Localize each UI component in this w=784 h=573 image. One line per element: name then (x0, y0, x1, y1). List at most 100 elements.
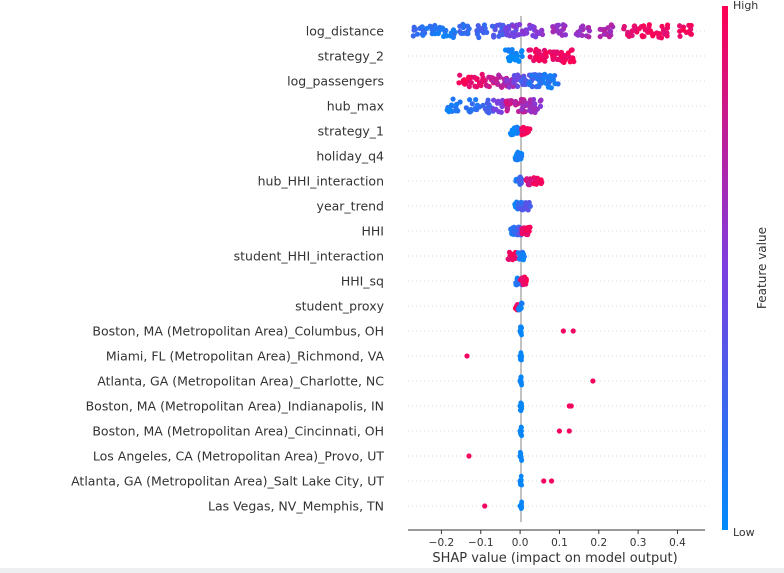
shap-point (567, 59, 573, 65)
shap-point (503, 98, 509, 105)
x-axis: −0.2 −0.1 0.0 0.1 0.2 0.3 0.4 (408, 529, 705, 549)
feature-label: strategy_2 (318, 49, 384, 64)
shap-point (503, 25, 509, 31)
shap-point (461, 77, 467, 83)
shap-point (504, 105, 510, 111)
shap-point (444, 33, 450, 39)
shap-point (518, 473, 524, 479)
shap-point (526, 80, 532, 86)
shap-point (484, 108, 490, 114)
shap-point (578, 24, 584, 30)
shap-point (515, 72, 521, 78)
shap-point (474, 84, 480, 90)
shap-point (536, 49, 542, 55)
shap-point (541, 478, 547, 484)
shap-point (411, 27, 417, 33)
shap-point (424, 25, 430, 32)
shap-point (522, 81, 528, 88)
shap-point (466, 84, 472, 90)
shap-point (664, 25, 671, 31)
shap-point (608, 28, 614, 35)
shap-point (526, 47, 532, 53)
feature-point-group (505, 249, 527, 263)
shap-point (512, 100, 518, 106)
shap-point (514, 53, 521, 59)
shap-point (519, 353, 524, 358)
shap-point (677, 33, 683, 39)
shap-point (562, 32, 569, 38)
shap-point (504, 29, 510, 35)
shap-point (590, 378, 596, 384)
shap-point (527, 97, 534, 103)
shap-point (519, 106, 525, 112)
shap-point (556, 428, 563, 434)
shap-point (520, 276, 526, 282)
feature-label: student_proxy (295, 299, 384, 314)
shap-point (524, 176, 530, 182)
shap-point (519, 28, 526, 34)
shap-point (468, 106, 474, 113)
shap-point (536, 30, 542, 36)
shap-point (517, 480, 523, 486)
shap-point (518, 451, 524, 457)
shap-point (510, 23, 516, 29)
shap-point (510, 257, 516, 263)
feature-point-group (464, 350, 525, 363)
shap-point (585, 24, 592, 31)
shap-point (482, 503, 488, 509)
shap-point (499, 32, 505, 38)
shap-point (664, 33, 670, 39)
shap-point (548, 478, 555, 484)
feature-label: hub_HHI_interaction (258, 174, 384, 189)
shap-point (419, 24, 425, 30)
shap-point (519, 380, 524, 385)
feature-point-group (517, 324, 576, 338)
shap-point (518, 400, 524, 406)
x-tick-label: 0.0 (512, 537, 529, 549)
x-tick-label: 0.4 (669, 537, 686, 549)
shap-point (626, 33, 632, 39)
shap-point (519, 48, 525, 54)
shap-point (546, 80, 552, 86)
shap-point (497, 22, 503, 28)
shap-point (654, 30, 660, 36)
shap-point (562, 52, 568, 59)
shap-point (518, 374, 524, 380)
shap-points (410, 21, 694, 512)
feature-point-group (512, 199, 533, 213)
feature-point-group (517, 473, 555, 488)
shap-point (636, 26, 642, 32)
shap-point (568, 403, 574, 409)
feature-label: Boston, MA (Metropolitan Area)_Columbus,… (92, 324, 384, 339)
shap-point (510, 83, 516, 90)
shap-point (516, 58, 522, 64)
shap-point (455, 108, 461, 114)
shap-point (484, 100, 490, 106)
shap-point (677, 23, 683, 29)
feature-label: Boston, MA (Metropolitan Area)_Cincinnat… (92, 424, 384, 439)
shap-point (523, 231, 530, 238)
shap-point (439, 25, 446, 31)
feature-point-group (512, 300, 525, 313)
feature-label: Atlanta, GA (Metropolitan Area)_Charlott… (97, 374, 384, 389)
shap-point (579, 32, 585, 39)
feature-label: Las Vegas, NV_Memphis, TN (208, 499, 384, 514)
shap-point (566, 428, 572, 434)
shap-point (519, 458, 524, 464)
feature-label: Miami, FL (Metropolitan Area)_Richmond, … (106, 349, 385, 364)
shap-point (573, 31, 579, 37)
x-tick-label: −0.2 (429, 537, 455, 549)
x-tick-label: 0.1 (551, 537, 568, 549)
feature-point-group (512, 149, 525, 163)
shap-point (506, 84, 512, 90)
shap-point (536, 78, 543, 84)
feature-label: log_distance (306, 24, 385, 39)
shap-point (491, 97, 497, 103)
feature-point-group (513, 274, 529, 288)
shap-point (479, 25, 485, 32)
shap-point (463, 105, 469, 111)
shap-point (550, 29, 556, 35)
shap-point (484, 83, 490, 89)
shap-point (484, 29, 490, 36)
